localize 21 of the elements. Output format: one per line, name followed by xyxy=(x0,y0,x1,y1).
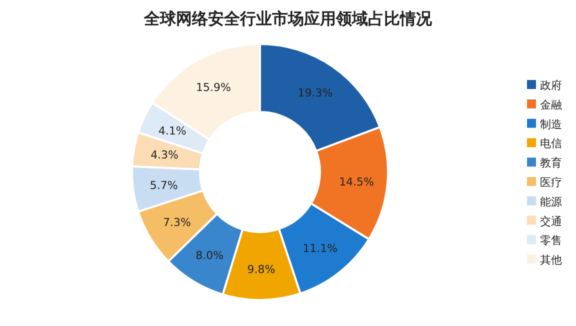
data-label: 11.1% xyxy=(302,242,338,256)
legend-label: 金融 xyxy=(540,98,562,112)
legend-label: 医疗 xyxy=(540,176,562,189)
data-label: 19.3% xyxy=(298,86,333,100)
data-label: 4.1% xyxy=(158,124,186,138)
legend-label: 制造 xyxy=(540,118,562,131)
legend-label: 教育 xyxy=(540,156,562,170)
legend-label: 零售 xyxy=(540,234,562,248)
data-label: 7.3% xyxy=(163,216,191,230)
data-label: 4.3% xyxy=(150,148,179,162)
data-label: 15.9% xyxy=(196,80,232,94)
legend-label: 政府 xyxy=(540,79,562,92)
chart-title: 全球网络安全行业市场应用领域占比情况 xyxy=(143,9,433,28)
legend-label: 电信 xyxy=(540,137,562,150)
legend-label: 交通 xyxy=(540,214,562,228)
legend-label: 能源 xyxy=(540,195,562,208)
data-label: 5.7% xyxy=(150,179,178,192)
data-label: 9.8% xyxy=(247,262,276,276)
legend-label: 其他 xyxy=(540,254,562,267)
data-label: 14.5% xyxy=(339,175,374,188)
data-label: 8.0% xyxy=(196,248,224,262)
